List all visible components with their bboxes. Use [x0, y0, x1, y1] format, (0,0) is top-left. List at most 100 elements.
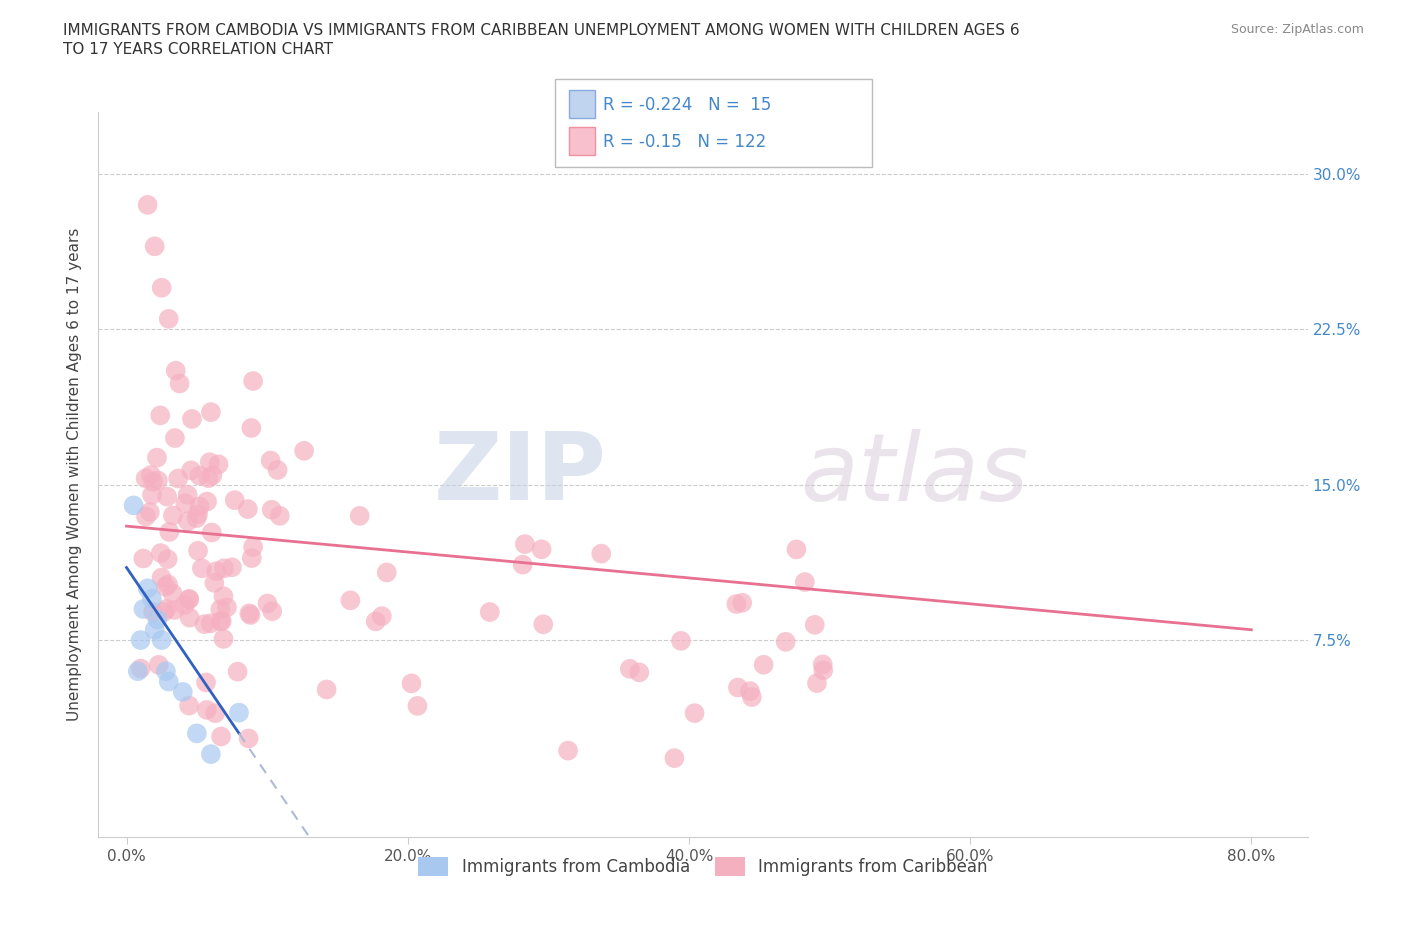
Point: [269, 509, 291, 524]
Point: [179, 591, 201, 606]
Point: [162, 508, 184, 523]
Point: [512, 557, 534, 572]
Point: [197, 471, 219, 485]
Point: [209, 729, 232, 744]
Point: [262, 604, 284, 618]
Point: [135, 471, 157, 485]
Point: [201, 525, 224, 540]
Point: [793, 575, 815, 590]
Point: [775, 634, 797, 649]
Point: [364, 614, 387, 629]
Point: [195, 494, 218, 509]
Point: [619, 661, 641, 676]
Point: [157, 312, 180, 326]
Point: [803, 618, 825, 632]
Point: [157, 578, 180, 592]
Point: [200, 616, 222, 631]
Point: [226, 664, 249, 679]
Point: [150, 280, 173, 295]
Point: [204, 706, 226, 721]
Text: R = -0.224   N =  15: R = -0.224 N = 15: [603, 96, 772, 114]
Point: [738, 684, 761, 698]
Point: [212, 589, 235, 604]
Point: [139, 468, 162, 483]
Point: [242, 539, 264, 554]
Point: [169, 376, 191, 391]
Point: [156, 489, 179, 504]
Point: [150, 570, 173, 585]
Point: [188, 499, 211, 514]
Point: [173, 598, 195, 613]
Point: [785, 542, 807, 557]
Point: [165, 364, 187, 379]
Point: [513, 537, 536, 551]
Point: [129, 661, 152, 676]
Point: [240, 551, 263, 565]
Point: [806, 676, 828, 691]
Point: [238, 605, 260, 620]
Point: [725, 596, 748, 611]
Point: [741, 690, 763, 705]
Point: [339, 593, 361, 608]
Point: [129, 632, 152, 647]
Point: [240, 420, 263, 435]
Point: [146, 450, 169, 465]
Text: Source: ZipAtlas.com: Source: ZipAtlas.com: [1230, 23, 1364, 36]
Point: [141, 591, 163, 606]
Point: [212, 631, 235, 646]
Point: [136, 581, 159, 596]
Point: [146, 612, 169, 627]
Point: [207, 457, 229, 472]
Point: [292, 444, 315, 458]
Point: [142, 604, 165, 619]
Point: [135, 509, 157, 524]
Point: [127, 664, 149, 679]
Point: [177, 513, 200, 528]
Point: [155, 579, 177, 594]
Point: [349, 509, 371, 524]
Point: [752, 658, 775, 672]
Point: [148, 658, 170, 672]
Point: [530, 542, 553, 557]
Point: [228, 705, 250, 720]
Point: [187, 543, 209, 558]
Point: [193, 617, 215, 631]
Point: [669, 633, 692, 648]
Point: [167, 472, 190, 486]
Point: [731, 595, 754, 610]
Point: [157, 525, 180, 539]
Point: [224, 493, 246, 508]
Point: [150, 632, 173, 647]
Point: [256, 596, 278, 611]
Text: R = -0.15   N = 122: R = -0.15 N = 122: [603, 133, 766, 152]
Point: [200, 405, 222, 419]
Point: [215, 600, 238, 615]
Point: [242, 374, 264, 389]
Point: [221, 560, 243, 575]
Point: [683, 706, 706, 721]
Point: [401, 676, 423, 691]
Point: [531, 617, 554, 631]
Point: [260, 502, 283, 517]
Point: [141, 487, 163, 502]
Point: [162, 586, 184, 601]
Point: [238, 731, 260, 746]
Point: [156, 551, 179, 566]
Point: [174, 496, 197, 511]
Text: ZIP: ZIP: [433, 429, 606, 520]
Point: [406, 698, 429, 713]
Point: [198, 455, 221, 470]
Text: IMMIGRANTS FROM CAMBODIA VS IMMIGRANTS FROM CARIBBEAN UNEMPLOYMENT AMONG WOMEN W: IMMIGRANTS FROM CAMBODIA VS IMMIGRANTS F…: [63, 23, 1019, 38]
Point: [211, 614, 233, 629]
Point: [205, 564, 228, 578]
Point: [142, 474, 165, 489]
Point: [153, 604, 176, 619]
Point: [139, 505, 162, 520]
Point: [209, 614, 232, 629]
Point: [236, 501, 259, 516]
Point: [122, 498, 145, 512]
Point: [186, 511, 208, 525]
Point: [371, 609, 394, 624]
Point: [146, 473, 169, 488]
Point: [132, 602, 155, 617]
